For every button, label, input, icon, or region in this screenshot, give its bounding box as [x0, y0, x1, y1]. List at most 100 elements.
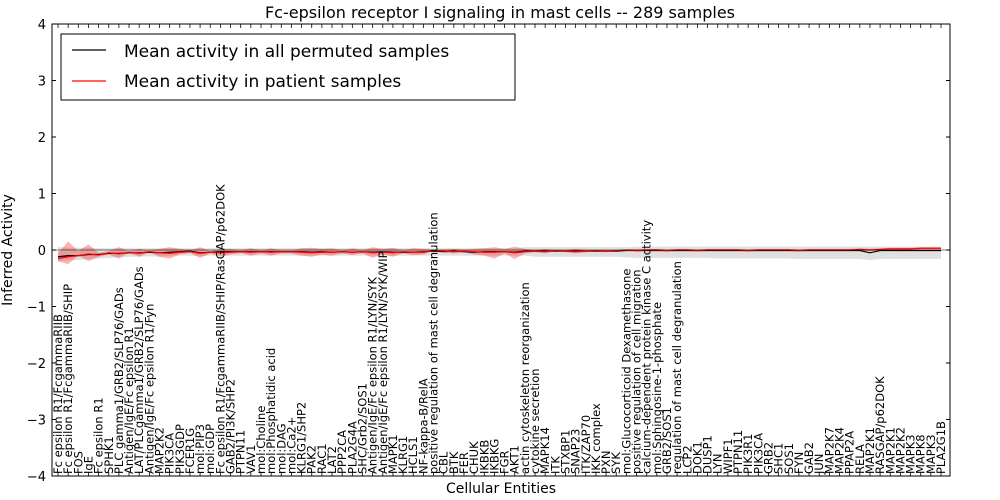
- category-label: NF-kappa-B/RelA: [416, 378, 430, 474]
- category-label: ITK: [548, 456, 562, 474]
- category-label: MAPK3: [924, 434, 938, 474]
- category-label: GAB2/PI3K/SHP2: [224, 379, 238, 474]
- y-tick-label: 0: [38, 244, 46, 259]
- category-label: SPHK1: [102, 436, 116, 474]
- y-tick-label: 3: [38, 75, 46, 90]
- category-label: KLRG1: [396, 436, 410, 474]
- category-label: mol:Choline: [254, 406, 268, 474]
- y-ticks: −4 −3 −2 −1 0 1 2 3 4: [27, 18, 950, 485]
- category-label: WIPF1: [721, 438, 735, 474]
- category-label: Fc epsilon R1/FcgammaRIIB: [51, 314, 65, 474]
- category-label: SYK: [609, 452, 623, 474]
- category-label: GRB2/SOS1: [660, 407, 674, 474]
- category-label: Antigen/IgE/Fc epsilon R1/LYN/SYK/WIP: [376, 251, 390, 474]
- category-label: cytokine secretion: [528, 368, 542, 474]
- category-label: mol:DAG: [274, 423, 288, 474]
- category-label: IKK complex: [589, 403, 603, 474]
- category-label: CBL: [437, 451, 451, 474]
- y-tick-label: 1: [38, 188, 46, 203]
- category-label: BTK: [447, 451, 461, 474]
- category-label: Antigen/IgE/Fc epsilon R1: [122, 327, 136, 474]
- category-label: IKBKG: [487, 439, 501, 474]
- category-label: KLRG1/SHP2: [295, 402, 309, 474]
- category-label: FYN: [792, 452, 806, 474]
- category-label: DUSP1: [701, 435, 715, 474]
- category-label: positive regulation of mast cell degranu…: [427, 212, 441, 474]
- x-axis-label: Cellular Entities: [446, 481, 556, 497]
- category-label: RELA: [853, 444, 867, 474]
- category-label: PAK2: [305, 445, 319, 474]
- legend-box: [60, 33, 516, 101]
- category-label: MAPK1: [386, 434, 400, 474]
- category-label: PPP2CA: [335, 430, 349, 474]
- category-label: PTPN11: [234, 430, 248, 474]
- category-label: MAPK3: [904, 434, 918, 474]
- category-label: PLA2G4A: [345, 421, 359, 474]
- category-label: JUN: [812, 454, 826, 475]
- category-label: Fc epsilon R1/FcgammaRIIB/SHIP/RasGAP/p6…: [213, 184, 227, 474]
- category-label: GRB2: [761, 442, 775, 474]
- category-label: MAP2K1: [863, 427, 877, 474]
- category-label: PIK3R1: [741, 434, 755, 475]
- category-label: PPAP2A: [843, 431, 857, 474]
- y-tick-label: −3: [27, 414, 46, 429]
- y-tick-label: −2: [27, 357, 46, 372]
- category-label: DOK1: [690, 441, 704, 474]
- category-label: LCP2: [680, 445, 694, 474]
- category-label: MAP2K2: [893, 427, 907, 474]
- category-label: IgE: [81, 456, 95, 474]
- y-tick-label: 4: [38, 18, 46, 33]
- category-label: Fc epsilon R1/FcgammaRIIB/SHIP: [61, 284, 75, 474]
- category-label: MAP2K1: [883, 427, 897, 474]
- category-label: SHC1: [772, 443, 786, 474]
- category-label: PIK3CA: [163, 433, 177, 474]
- category-label: SNAP23: [569, 429, 583, 474]
- y-tick-label: −1: [27, 301, 46, 316]
- category-label: MAPK8: [914, 434, 928, 474]
- category-label: mol:GDP: [203, 424, 217, 474]
- y-axis-label: Inferred Activity: [0, 194, 16, 306]
- category-label: MAP2K7: [822, 427, 836, 474]
- category-label: FOS: [71, 451, 85, 474]
- category-label: LYN: [711, 453, 725, 474]
- category-label: mol:Glucocorticoid Dexamethasone: [619, 269, 633, 474]
- category-label: IKBKB: [477, 440, 491, 474]
- category-label: LAT2: [325, 446, 339, 474]
- category-label: MAPK14: [538, 427, 552, 474]
- category-label: FER: [457, 452, 471, 474]
- category-label: HCLS1: [406, 436, 420, 474]
- category-label: ITK/ZAP70: [579, 415, 593, 474]
- category-label: positive regulation of cell migration: [630, 269, 644, 474]
- category-label: regulation of mast cell degranulation: [670, 261, 684, 474]
- category-label: PIK3GDP: [173, 424, 187, 474]
- category-label: RAC1: [315, 443, 329, 474]
- category-label: MAP2K2: [152, 427, 166, 474]
- category-label: Antigen/IgE/Fc epsilon R1/LYN/SYK: [366, 277, 380, 474]
- y-tick-label: 2: [38, 131, 46, 146]
- category-label: SOS1: [782, 443, 796, 474]
- category-label: PTPN11: [731, 430, 745, 474]
- category-label: GAB2: [802, 442, 816, 474]
- category-label: mol:Phosphatidic acid: [264, 348, 278, 474]
- category-label: FCER1G: [183, 428, 197, 474]
- category-label: PXN: [599, 451, 613, 474]
- category-label: VAV1: [244, 445, 258, 474]
- category-label: PLC gamma1/GRB2/SLP76/GADs: [112, 287, 126, 474]
- category-label: CHUK: [467, 441, 481, 474]
- category-label: mol:Ca2+: [284, 417, 298, 474]
- category-label: FGR: [498, 450, 512, 474]
- category-label: RASGAP/p62DOK: [873, 376, 887, 474]
- category-label: actin cytoskeleton reorganization: [518, 282, 532, 474]
- category-label: MAP2K4: [833, 427, 847, 474]
- chart-title: Fc-epsilon receptor I signaling in mast …: [265, 3, 735, 22]
- legend-label-permuted: Mean activity in all permuted samples: [124, 42, 449, 62]
- y-tick-label: −4: [27, 470, 46, 485]
- category-label: mol:Sphingosine-1-phosphate: [650, 302, 664, 474]
- category-label: Fc epsilon R1: [92, 397, 106, 474]
- category-label: Antigen/IgE/Fc epsilon R1/Fyn: [142, 304, 156, 474]
- x-ticks: [57, 24, 942, 476]
- category-label: calcium-dependent protein kinase C activ…: [640, 220, 654, 474]
- category-label: mol:PIP3: [193, 424, 207, 474]
